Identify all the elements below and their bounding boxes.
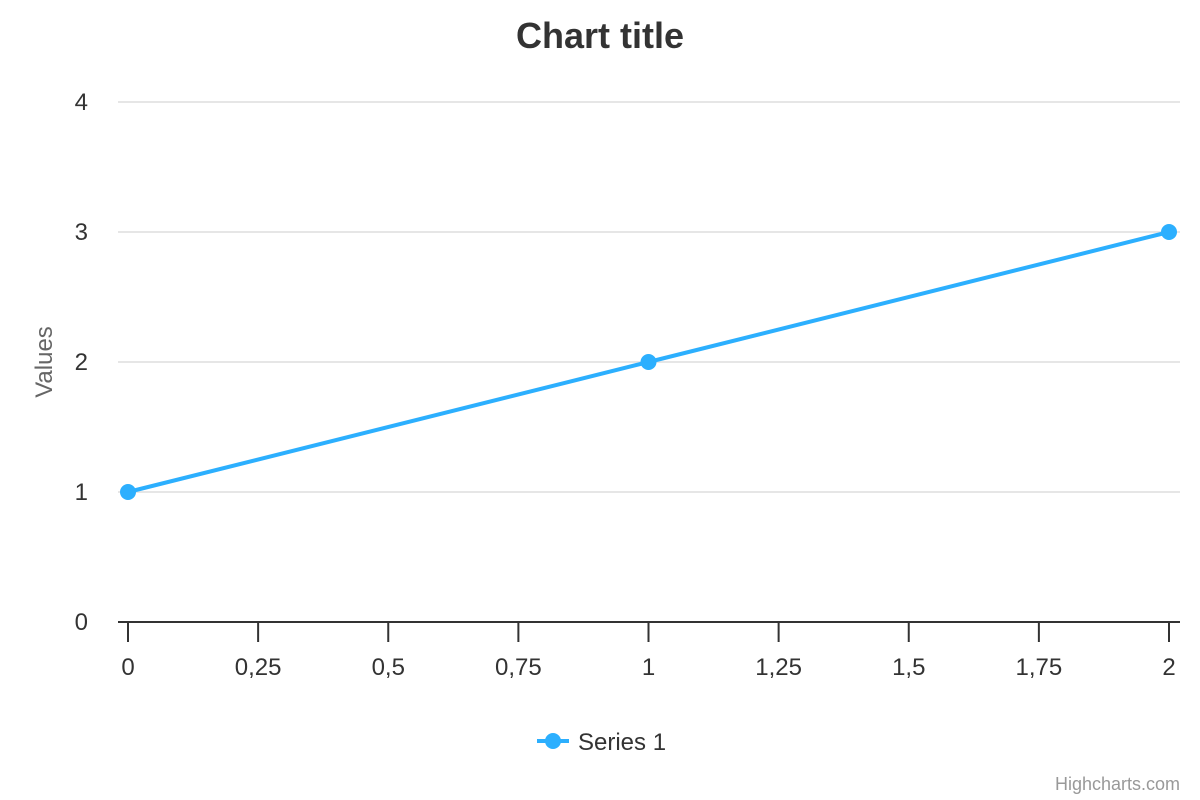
x-tick-label: 1,25 — [755, 654, 802, 681]
x-tick-label: 1,5 — [892, 654, 925, 681]
y-tick-label: 3 — [75, 219, 88, 246]
data-point[interactable] — [640, 354, 657, 370]
x-tick-label: 0 — [121, 654, 134, 681]
y-tick-label: 1 — [75, 479, 88, 506]
data-point[interactable] — [1161, 224, 1177, 240]
legend-item[interactable]: Series 1 — [537, 729, 666, 756]
legend[interactable]: Series 1 — [537, 729, 666, 756]
axes: 0 1 2 3 4 0 0,25 0,5 0,75 1 1,25 1,5 1,75 2 — [75, 89, 1180, 681]
y-tick-label: 4 — [75, 89, 88, 116]
x-tick-label: 0,75 — [495, 654, 542, 681]
gridlines — [118, 101, 1180, 493]
y-tick-label: 0 — [75, 609, 88, 636]
chart-title: Chart title — [516, 15, 684, 56]
series-1 — [120, 224, 1177, 500]
x-tick-label: 1 — [642, 654, 655, 681]
legend-label: Series 1 — [578, 729, 666, 756]
x-tick-label: 0,5 — [372, 654, 405, 681]
x-tick-label: 0,25 — [235, 654, 282, 681]
y-tick-label: 2 — [75, 349, 88, 376]
data-point[interactable] — [120, 484, 136, 500]
credits-link[interactable]: Highcharts.com — [1055, 774, 1180, 794]
legend-symbol-marker — [545, 733, 561, 749]
y-axis-label: Values — [31, 326, 58, 398]
x-tick-label: 1,75 — [1016, 654, 1063, 681]
x-tick-label: 2 — [1162, 654, 1175, 681]
series-layer — [120, 224, 1177, 500]
